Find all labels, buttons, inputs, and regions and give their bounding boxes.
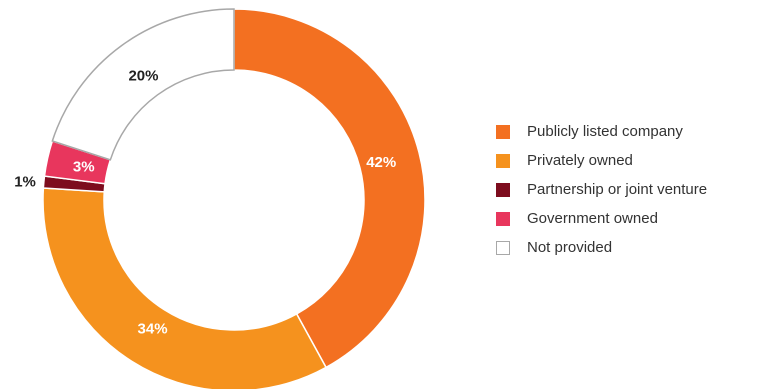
slice-label-0: 42%	[366, 154, 396, 171]
slice-label-4: 20%	[128, 67, 158, 84]
slice-4	[51, 8, 235, 161]
slice-label-3: 3%	[73, 158, 95, 175]
slice-label-2: 1%	[14, 173, 36, 190]
legend: Publicly listed company Privately owned …	[496, 117, 707, 262]
slice-0	[233, 8, 426, 369]
legend-item-publicly-listed: Publicly listed company	[496, 117, 707, 146]
slice-label-1: 34%	[138, 320, 168, 337]
legend-label: Not provided	[527, 239, 613, 256]
legend-item-partnership: Partnership or joint venture	[496, 175, 707, 204]
legend-swatch	[496, 182, 510, 197]
legend-item-government-owned: Government owned	[496, 204, 707, 233]
legend-label: Government owned	[527, 210, 658, 227]
legend-swatch	[496, 124, 510, 139]
legend-item-not-provided: Not provided	[496, 233, 707, 262]
legend-label: Partnership or joint venture	[527, 181, 708, 198]
legend-swatch	[496, 240, 510, 255]
legend-item-privately-owned: Privately owned	[496, 146, 707, 175]
legend-label: Publicly listed company	[527, 123, 683, 140]
donut-chart: 42% 34% 1% 3% 20%	[14, 8, 426, 389]
legend-swatch	[496, 153, 510, 168]
slice-1	[42, 187, 328, 389]
legend-swatch	[496, 211, 510, 226]
legend-label: Privately owned	[527, 152, 633, 169]
